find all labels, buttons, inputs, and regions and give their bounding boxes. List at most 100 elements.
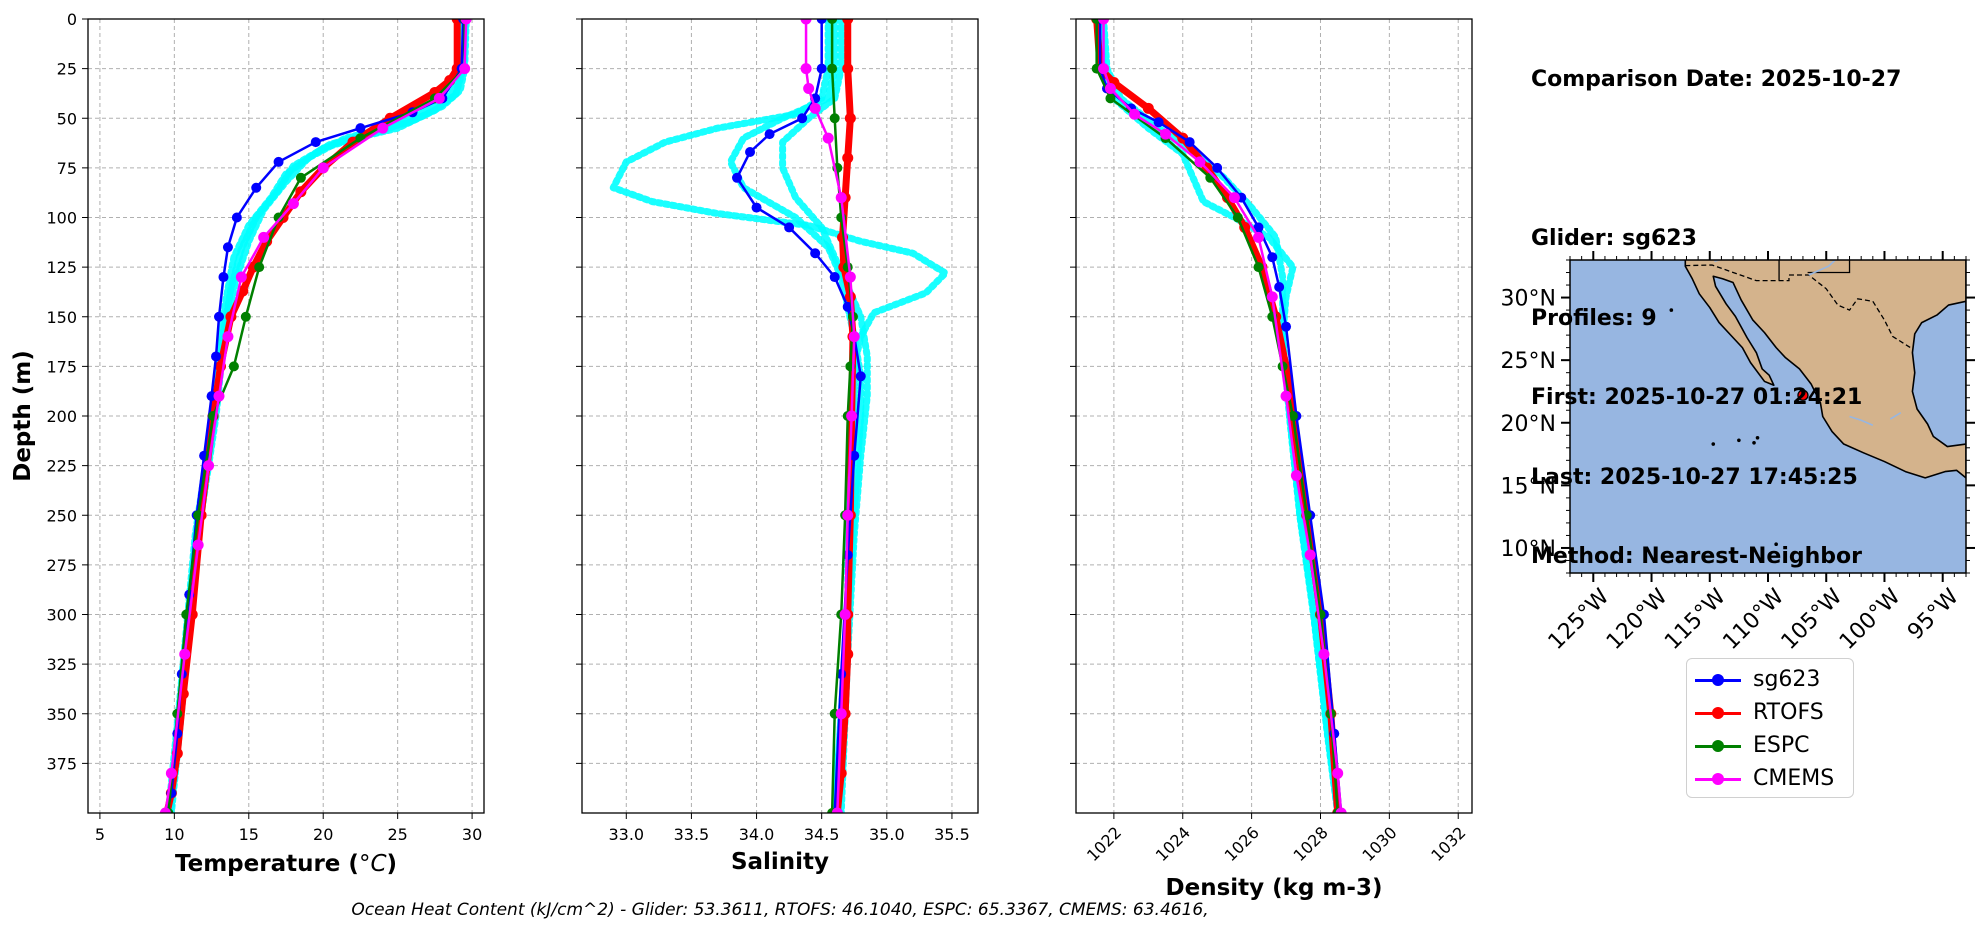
- series-point-cmems: [459, 63, 471, 75]
- y-tick-label: 250: [46, 506, 77, 525]
- map-lat-label: 10°N: [1501, 537, 1556, 562]
- map-lat-label: 30°N: [1501, 287, 1556, 312]
- island: [1774, 542, 1778, 547]
- x-tick-label: 35.0: [869, 825, 905, 844]
- series-point-sg623: [222, 242, 233, 253]
- series-point-rtofs: [295, 186, 307, 198]
- series-point-cmems: [844, 271, 856, 283]
- series-point-cmems: [287, 198, 299, 210]
- legend: sg623 RTOFS ESPC CMEMS: [1686, 658, 1854, 798]
- x-tick-label: 34.5: [804, 825, 840, 844]
- y-tick-label: 150: [46, 308, 77, 327]
- series-point-sg623: [310, 137, 321, 148]
- last-time: Last: 2025-10-27 17:45:25: [1531, 464, 1858, 490]
- series-point-sg623: [732, 172, 743, 183]
- x-tick-label: 25: [387, 825, 407, 844]
- series-point-cmems: [433, 92, 445, 104]
- comparison-info: Comparison Date: 2025-10-27 Glider: sg62…: [1531, 14, 1901, 597]
- series-point-sg623: [1253, 222, 1264, 233]
- island: [1737, 438, 1741, 443]
- method: Method: Nearest-Neighbor: [1531, 544, 1862, 569]
- series-point-sg623: [784, 222, 795, 233]
- series-line-espc: [167, 19, 466, 813]
- series-point-cmems: [822, 132, 834, 144]
- series-point-cmems: [848, 331, 860, 343]
- x-tick-label: 5: [95, 825, 105, 844]
- series-point-cmems: [1280, 390, 1292, 402]
- series-point-rtofs: [842, 19, 854, 25]
- series-point-cmems: [235, 271, 247, 283]
- y-tick-label: 350: [46, 705, 77, 724]
- us-mexico-border: [1685, 264, 1913, 350]
- mexico-land: [1684, 260, 1966, 479]
- series-point-sg623: [211, 351, 222, 362]
- series-point-sg623: [1212, 162, 1223, 173]
- series-point-rtofs: [842, 152, 854, 164]
- series-point-cmems: [159, 807, 171, 813]
- legend-label: ESPC: [1753, 733, 1810, 758]
- series-point-espc: [1253, 262, 1264, 273]
- series-point-cmems: [800, 19, 812, 25]
- legend-swatch-rtofs: [1695, 703, 1741, 723]
- y-tick-label: 0: [67, 10, 77, 29]
- series-point-cmems: [1160, 128, 1172, 140]
- series-point-rtofs: [842, 648, 854, 660]
- series-point-sg623: [797, 113, 808, 124]
- series-point-cmems: [1129, 108, 1141, 120]
- legend-entry-cmems: CMEMS: [1695, 762, 1845, 795]
- map-lat-label: 20°N: [1501, 412, 1556, 437]
- legend-label: CMEMS: [1753, 766, 1835, 791]
- plot-area: [609, 19, 949, 813]
- legend-entry-rtofs: RTOFS: [1695, 696, 1845, 729]
- x-tick-label: 1032: [1427, 823, 1469, 865]
- x-tick-label: 1028: [1290, 823, 1332, 865]
- series-point-rtofs: [842, 63, 854, 75]
- series-point-sg623: [1281, 321, 1292, 332]
- legend-swatch-sg623: [1695, 670, 1741, 690]
- series-point-cmems: [846, 410, 858, 422]
- x-tick-label: 1030: [1358, 823, 1400, 865]
- series-point-cmems: [1104, 82, 1116, 94]
- y-tick-label: 175: [46, 357, 77, 376]
- series-point-sg623: [842, 301, 853, 312]
- series-point-espc: [1105, 93, 1116, 104]
- x-tick-label: 30: [462, 825, 482, 844]
- series-point-cmems: [1335, 807, 1347, 813]
- series-point-sg623: [829, 272, 840, 283]
- y-tick-label: 50: [57, 109, 77, 128]
- series-point-cmems: [835, 708, 847, 720]
- x-axis-label: Density (kg m-3): [1166, 875, 1383, 901]
- legend-entry-espc: ESPC: [1695, 729, 1845, 762]
- series-point-sg623: [251, 182, 262, 193]
- y-tick-label: 125: [46, 258, 77, 277]
- island: [1755, 435, 1760, 440]
- series-point-cmems: [377, 122, 389, 134]
- series-point-rtofs: [844, 112, 856, 124]
- series-point-sg623: [218, 272, 229, 283]
- series-point-cmems: [835, 192, 847, 204]
- island: [1752, 440, 1756, 445]
- legend-entry-sg623: sg623: [1695, 663, 1845, 696]
- x-axis-label: Temperature (°C): [175, 851, 397, 877]
- x-tick-label: 10: [164, 825, 184, 844]
- series-point-sg623: [1274, 281, 1285, 292]
- y-tick-label: 75: [57, 159, 77, 178]
- island: [1711, 442, 1716, 446]
- series-point-sg623: [810, 248, 821, 259]
- spacer: [1531, 147, 1901, 174]
- glider-name: Glider: sg623: [1531, 226, 1697, 251]
- series-point-cmems: [203, 460, 215, 472]
- series-point-espc: [827, 19, 838, 24]
- series-point-espc: [1232, 212, 1243, 223]
- series-point-espc: [254, 262, 265, 273]
- map-content: [1570, 260, 1966, 573]
- series-point-cmems: [165, 767, 177, 779]
- x-tick-label: 1026: [1221, 823, 1263, 865]
- plot-area: [1091, 19, 1347, 813]
- river: [1849, 415, 1874, 426]
- series-point-cmems: [1266, 291, 1278, 303]
- series-point-sg623: [1267, 252, 1278, 263]
- first-time: First: 2025-10-27 01:24:21: [1531, 385, 1863, 410]
- series-point-rtofs: [1142, 102, 1154, 114]
- map-lon-label: 95°W: [1903, 584, 1964, 645]
